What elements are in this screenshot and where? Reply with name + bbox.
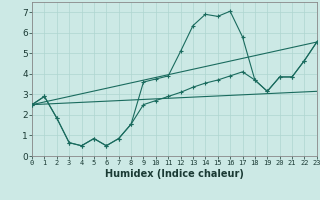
X-axis label: Humidex (Indice chaleur): Humidex (Indice chaleur)	[105, 169, 244, 179]
